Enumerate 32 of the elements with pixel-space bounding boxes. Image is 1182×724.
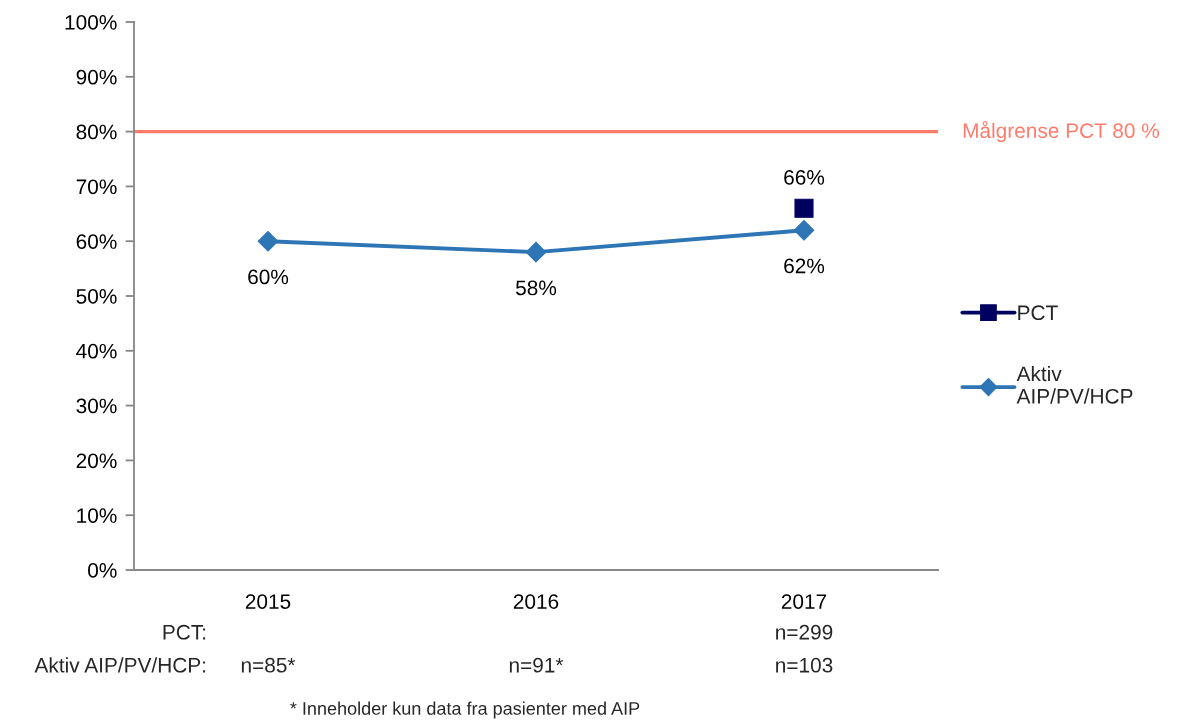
y-tick-label: 50% xyxy=(76,289,117,304)
legend-label: PCT xyxy=(1018,305,1058,321)
y-tick-label: 80% xyxy=(76,124,117,140)
legend-label: Aktiv AIP/PV/HCP xyxy=(1016,365,1133,404)
y-tick-label: 90% xyxy=(76,69,117,85)
text: n=85* xyxy=(241,657,296,673)
x-tick-label: 2017 xyxy=(781,594,827,609)
data-label: 62% xyxy=(784,258,825,274)
text: n=299 xyxy=(776,624,833,640)
data-label: 58% xyxy=(515,280,557,296)
text: n=91* xyxy=(509,657,564,673)
text: PCT: xyxy=(163,624,206,640)
point xyxy=(525,241,547,263)
point xyxy=(793,219,815,241)
text: Aktiv AIP/PV/HCP: xyxy=(34,657,206,673)
y-tick-label: 100% xyxy=(65,15,117,30)
y-tick-label: 30% xyxy=(76,398,117,414)
y-tick-label: 60% xyxy=(76,234,117,249)
y-tick-label: 70% xyxy=(76,179,117,195)
x-tick-label: 2015 xyxy=(245,594,291,609)
y-tick-label: 10% xyxy=(77,508,117,523)
ref-line-label: Målgrense PCT 80 % xyxy=(963,121,1160,143)
text: n=103 xyxy=(776,657,833,673)
y-tick-label: 0% xyxy=(88,563,117,578)
y-tick-label: 20% xyxy=(76,453,117,469)
x-tick-label: 2016 xyxy=(513,594,559,609)
data-label: 66% xyxy=(784,169,825,185)
data-label: 60% xyxy=(248,269,289,285)
y-tick-label: 40% xyxy=(76,343,117,359)
text: * Inneholder kun data fra pasienter med AIP xyxy=(290,701,640,719)
point xyxy=(257,230,279,252)
point xyxy=(794,198,814,218)
